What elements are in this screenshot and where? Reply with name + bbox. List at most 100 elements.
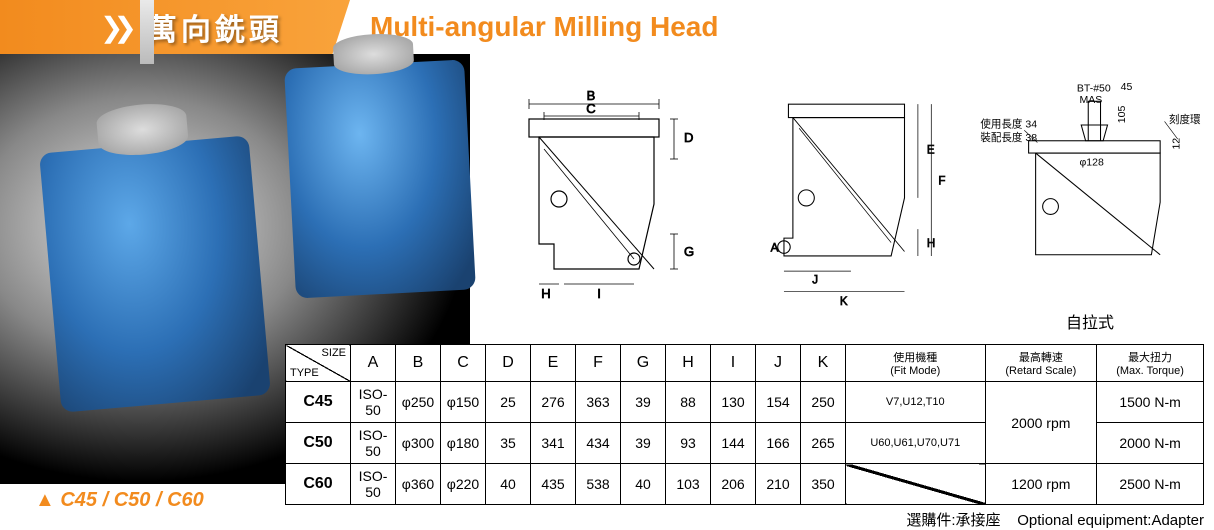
data-cell: ISO-50: [351, 382, 396, 423]
chevron-right-icon: ❯❯: [100, 11, 127, 44]
dim-G: G: [684, 244, 694, 259]
fitmode-cell: V7,U12,T10: [846, 382, 986, 423]
header-bar: ❯❯ 萬向銑頭 Multi-angular Milling Head: [0, 0, 1214, 54]
col-F: F: [576, 345, 621, 382]
dim-F: F: [938, 175, 945, 188]
spec-table: SIZE TYPE ABCDEFGHIJK使用機種(Fit Mode)最高轉速(…: [285, 344, 1204, 505]
triangle-icon: ▲: [35, 489, 55, 511]
retard-cell: 2000 rpm: [985, 382, 1097, 464]
table-row: C60ISO-50φ360φ22040435538401032062103501…: [286, 464, 1204, 505]
type-cell: C50: [286, 423, 351, 464]
corner-type: TYPE: [290, 367, 319, 379]
data-cell: 25: [486, 382, 531, 423]
data-cell: 40: [486, 464, 531, 505]
data-cell: φ150: [441, 382, 486, 423]
device-render-small: [284, 59, 476, 298]
data-cell: 276: [531, 382, 576, 423]
data-cell: 130: [711, 382, 756, 423]
data-cell: 434: [576, 423, 621, 464]
col-K: K: [801, 345, 846, 382]
table-header-row: SIZE TYPE ABCDEFGHIJK使用機種(Fit Mode)最高轉速(…: [286, 345, 1204, 382]
data-cell: 210: [756, 464, 801, 505]
dim-H: H: [541, 286, 550, 301]
model-text: C45 / C50 / C60: [60, 489, 203, 511]
data-cell: 538: [576, 464, 621, 505]
annot-ring: 刻度環: [1169, 113, 1201, 126]
data-cell: φ300: [396, 423, 441, 464]
dim-I: I: [597, 286, 601, 301]
annot-bt: BT-#50: [1077, 83, 1111, 95]
torque-cell: 2500 N-m: [1097, 464, 1204, 505]
footnote-en: Optional equipment:Adapter: [1017, 512, 1204, 529]
technical-diagrams: B C D G H I: [480, 64, 1204, 334]
data-cell: 265: [801, 423, 846, 464]
retard-header: 最高轉速(Retard Scale): [985, 345, 1097, 382]
annot-use-len: 使用長度 34: [980, 118, 1037, 131]
dim-K: K: [840, 295, 848, 308]
table-row: C45ISO-50φ250φ150252763633988130154250V7…: [286, 382, 1204, 423]
annot-12: 12: [1170, 138, 1182, 150]
data-cell: ISO-50: [351, 423, 396, 464]
data-cell: 341: [531, 423, 576, 464]
annot-105: 105: [1116, 106, 1128, 124]
col-E: E: [531, 345, 576, 382]
data-cell: φ220: [441, 464, 486, 505]
data-cell: ISO-50: [351, 464, 396, 505]
spec-table-wrap: SIZE TYPE ABCDEFGHIJK使用機種(Fit Mode)最高轉速(…: [285, 344, 1204, 530]
torque-cell: 2000 N-m: [1097, 423, 1204, 464]
diagram-front: B C D G H I: [480, 64, 708, 319]
data-cell: φ180: [441, 423, 486, 464]
retard-cell: 1200 rpm: [985, 464, 1097, 505]
data-cell: 88: [666, 382, 711, 423]
dim-J: J: [812, 274, 818, 287]
fitmode-cell: U60,U61,U70,U71: [846, 423, 986, 464]
diagram-pull: 使用長度 34 裝配長度 38 BT-#50 MAS 45 105 φ128 1…: [976, 64, 1204, 333]
data-cell: φ360: [396, 464, 441, 505]
annot-mount-len: 裝配長度 38: [980, 131, 1037, 144]
data-cell: 39: [621, 423, 666, 464]
data-cell: 93: [666, 423, 711, 464]
data-cell: 250: [801, 382, 846, 423]
data-cell: φ250: [396, 382, 441, 423]
col-A: A: [351, 345, 396, 382]
footnote-zh: 選購件:承接座: [906, 512, 1000, 529]
data-cell: 144: [711, 423, 756, 464]
data-cell: 435: [531, 464, 576, 505]
dim-E: E: [927, 143, 935, 156]
device-render-large: [39, 135, 271, 412]
header-left-banner: ❯❯ 萬向銑頭: [0, 0, 350, 54]
fitmode-header: 使用機種(Fit Mode): [846, 345, 986, 382]
dim-A: A: [771, 242, 779, 255]
col-H: H: [666, 345, 711, 382]
col-C: C: [441, 345, 486, 382]
torque-cell: 1500 N-m: [1097, 382, 1204, 423]
type-cell: C60: [286, 464, 351, 505]
annot-mas: MAS: [1079, 94, 1102, 106]
col-G: G: [621, 345, 666, 382]
title-en: Multi-angular Milling Head: [370, 11, 718, 42]
dim-D: D: [684, 130, 693, 145]
dim-C: C: [586, 101, 595, 116]
title-zh: 萬向銑頭: [147, 5, 283, 49]
annot-45: 45: [1121, 81, 1133, 93]
data-cell: 206: [711, 464, 756, 505]
col-J: J: [756, 345, 801, 382]
col-I: I: [711, 345, 756, 382]
torque-header: 最大扭力(Max. Torque): [1097, 345, 1204, 382]
col-B: B: [396, 345, 441, 382]
content-area: ▲ C45 / C50 / C60 B: [0, 54, 1214, 509]
diagram-pull-svg: 使用長度 34 裝配長度 38 BT-#50 MAS 45 105 φ128 1…: [976, 64, 1204, 314]
data-cell: 166: [756, 423, 801, 464]
fitmode-cell: [846, 464, 986, 505]
data-cell: 350: [801, 464, 846, 505]
data-cell: 363: [576, 382, 621, 423]
spindle-shape: [140, 0, 154, 64]
data-cell: 40: [621, 464, 666, 505]
corner-size: SIZE: [322, 347, 346, 359]
diagram-side-svg: A E F H J K: [728, 64, 956, 314]
col-D: D: [486, 345, 531, 382]
diagram-side: A E F H J K: [728, 64, 956, 319]
corner-header: SIZE TYPE: [286, 345, 351, 382]
type-cell: C45: [286, 382, 351, 423]
dim-H: H: [927, 237, 935, 250]
